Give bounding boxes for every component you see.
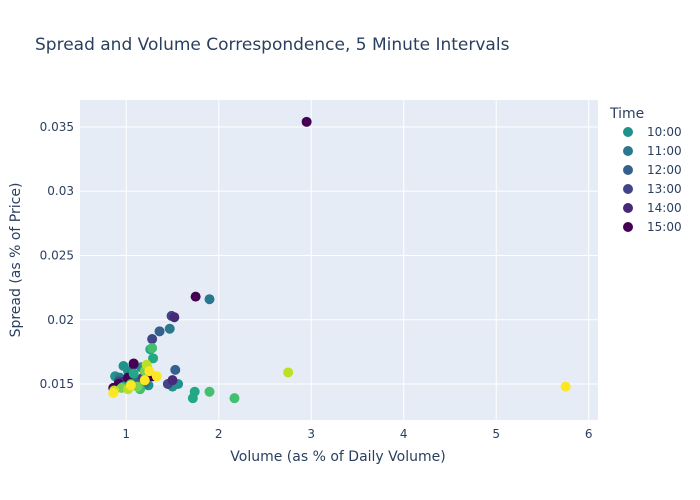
x-tick-label: 1	[122, 427, 130, 441]
data-point	[560, 381, 571, 392]
data-point	[148, 353, 159, 364]
x-tick-label: 3	[307, 427, 315, 441]
legend-entry: 14:00	[647, 201, 682, 215]
data-point	[190, 291, 201, 302]
legend-marker	[623, 127, 633, 137]
data-points	[108, 116, 571, 404]
legend-marker	[623, 222, 633, 232]
data-point	[164, 323, 175, 334]
y-tick-label: 0.025	[40, 249, 74, 263]
data-point	[147, 334, 158, 345]
data-point	[301, 116, 312, 127]
data-point	[128, 358, 139, 369]
chart-title: Spread and Volume Correspondence, 5 Minu…	[35, 35, 510, 55]
y-tick-label: 0.02	[47, 313, 74, 327]
legend-entry: 11:00	[647, 144, 682, 158]
y-tick-label: 0.015	[40, 377, 74, 391]
data-point	[128, 368, 139, 379]
data-point	[169, 312, 180, 323]
data-point	[151, 371, 162, 382]
x-axis-ticks: 1 2 3 4 5 6	[122, 427, 592, 441]
legend-entry: 12:00	[647, 163, 682, 177]
y-tick-label: 0.035	[40, 120, 74, 134]
data-point	[139, 375, 150, 386]
legend-marker	[623, 203, 633, 213]
data-point	[204, 386, 215, 397]
data-point	[108, 388, 119, 399]
data-point	[283, 367, 294, 378]
y-tick-label: 0.03	[47, 184, 74, 198]
data-point	[125, 380, 136, 391]
data-point	[154, 326, 165, 337]
grid-lines	[80, 100, 598, 420]
legend-title: Time	[609, 106, 644, 122]
data-point	[189, 386, 200, 397]
data-point	[147, 343, 158, 354]
x-tick-label: 4	[400, 427, 408, 441]
x-tick-label: 6	[585, 427, 593, 441]
y-axis-title: Spread (as % of Price)	[8, 183, 24, 338]
legend-marker	[623, 184, 633, 194]
legend-entry: 10:00	[647, 125, 682, 139]
legend-entry: 15:00	[647, 220, 682, 234]
y-axis-ticks: 0.015 0.02 0.025 0.03 0.035	[40, 120, 74, 391]
x-axis-title: Volume (as % of Daily Volume)	[230, 449, 445, 465]
legend-entry: 13:00	[647, 182, 682, 196]
data-point	[204, 294, 215, 305]
data-point	[170, 364, 181, 375]
legend: Time 10:00 11:00 12:00 13:00 14:00 15:00	[609, 106, 682, 234]
legend-marker	[623, 165, 633, 175]
x-tick-label: 2	[215, 427, 223, 441]
x-tick-label: 5	[492, 427, 500, 441]
data-point	[144, 366, 155, 377]
data-point	[229, 393, 240, 404]
legend-marker	[623, 146, 633, 156]
data-point	[167, 375, 178, 386]
plot-area	[80, 100, 598, 420]
